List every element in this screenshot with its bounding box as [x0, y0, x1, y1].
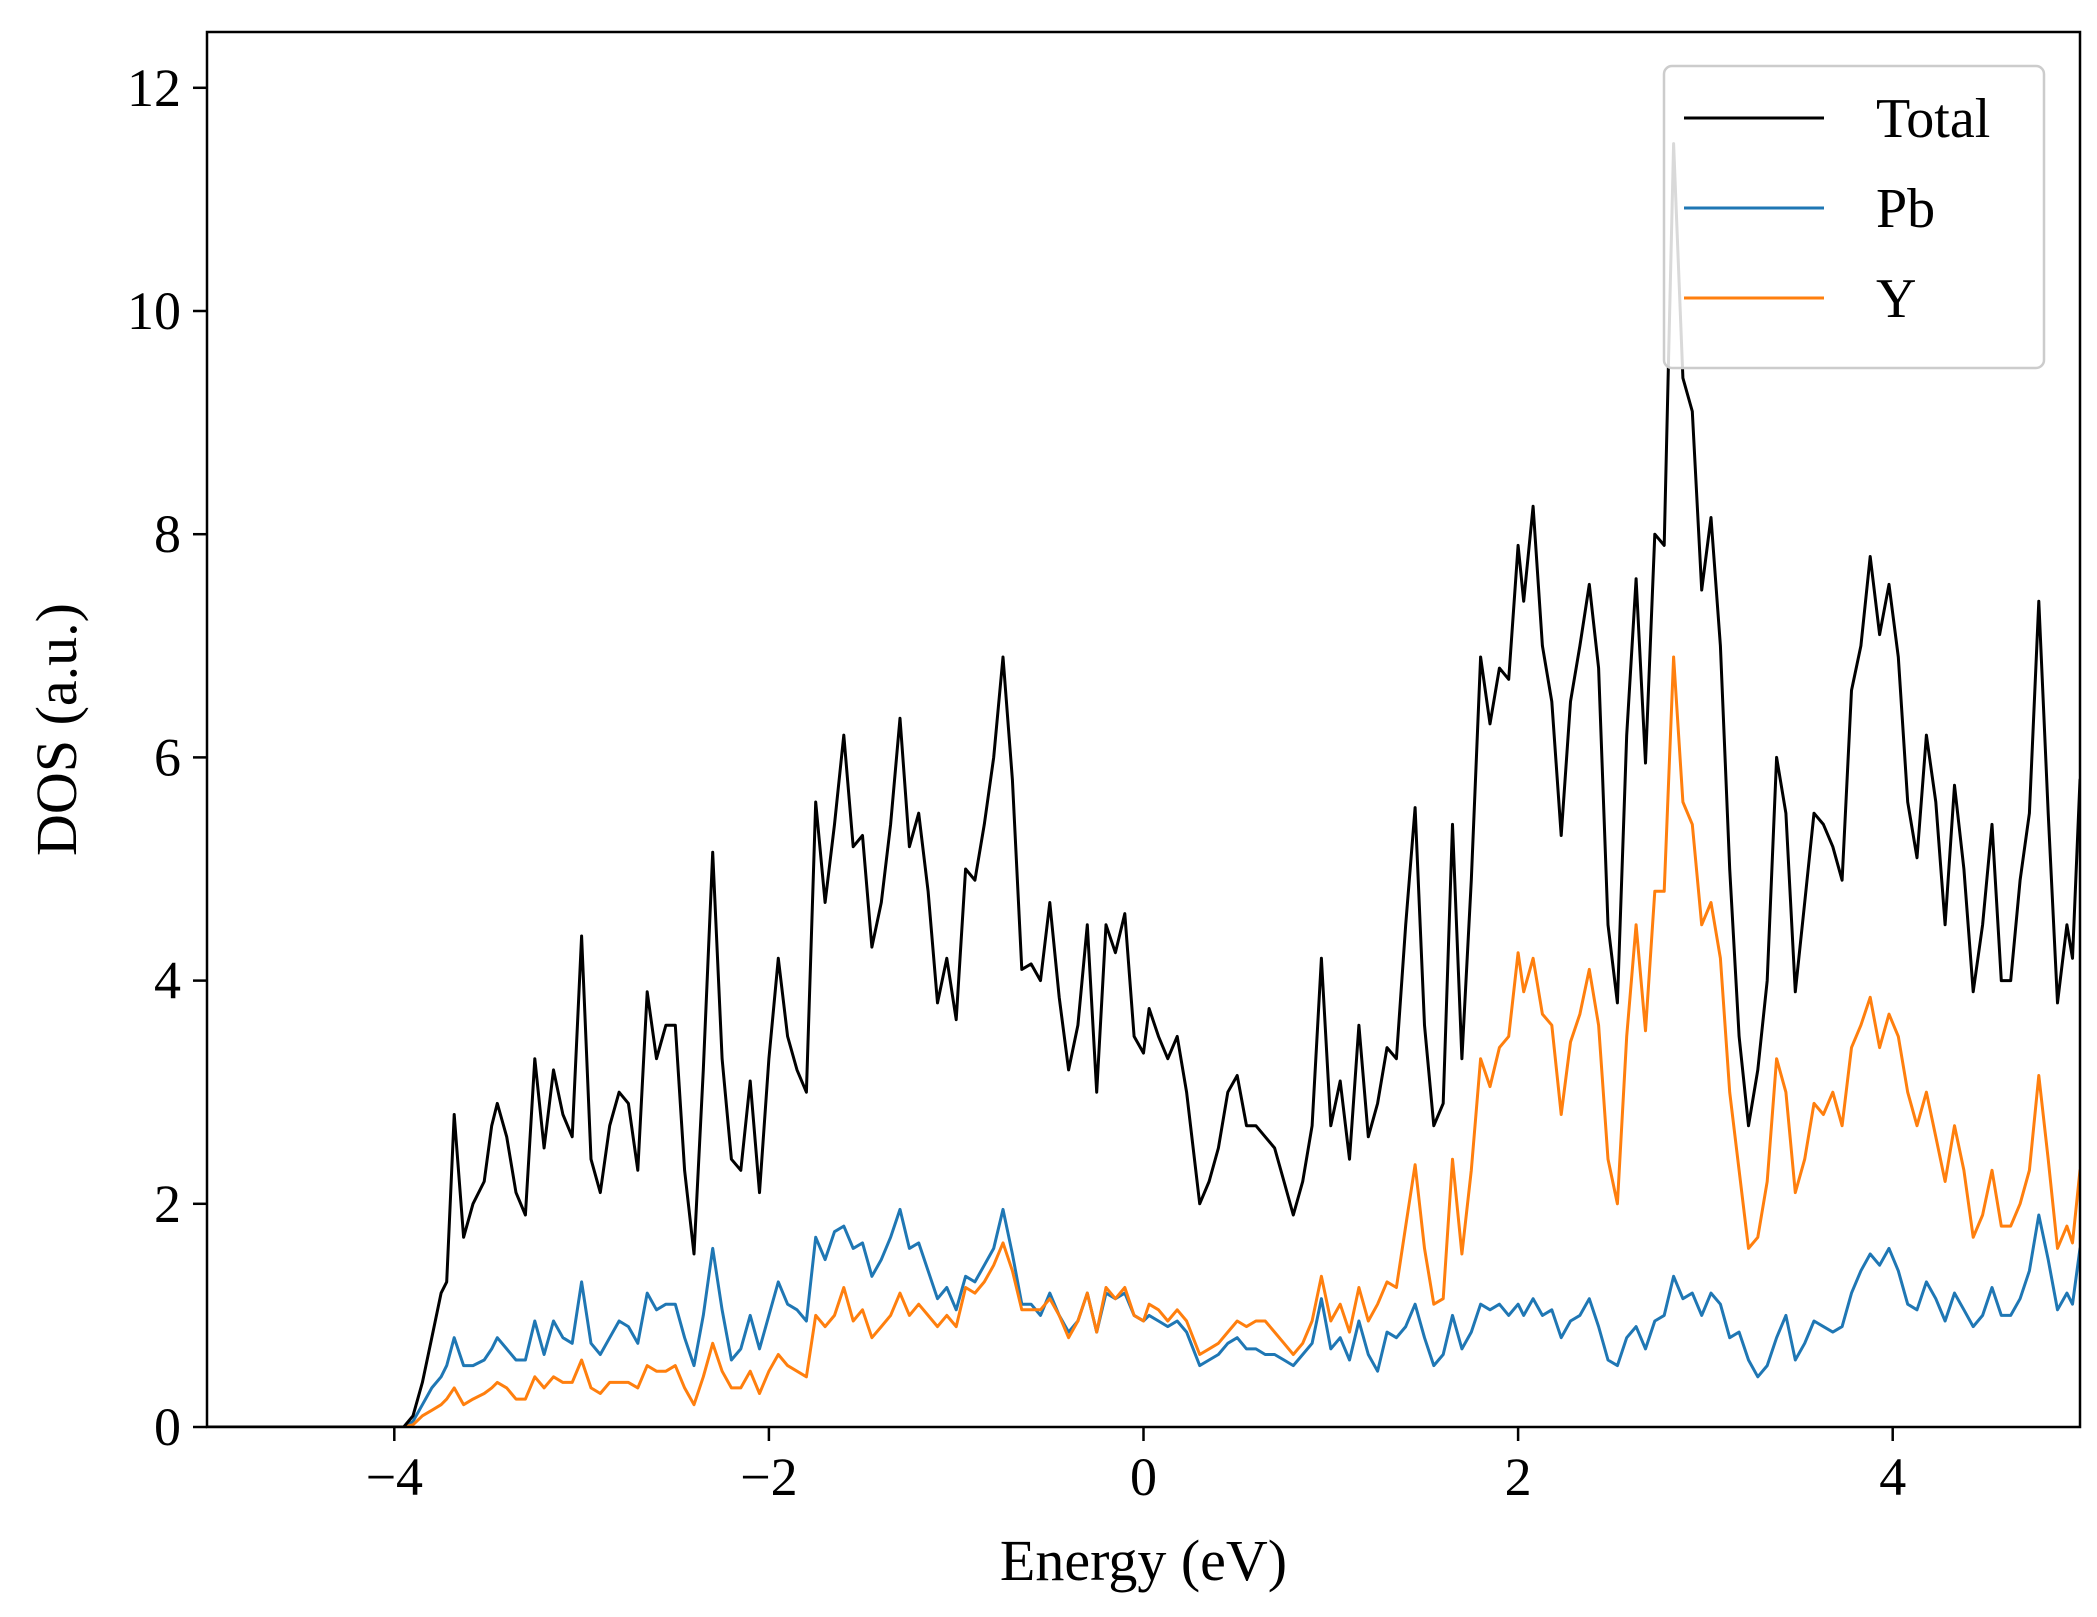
y-tick-label: 4: [154, 951, 181, 1011]
legend-label-total: Total: [1876, 88, 1990, 150]
y-tick-label: 10: [127, 281, 181, 341]
series-layer: [207, 142, 2080, 1427]
legend: Total Pb Y: [1662, 64, 2046, 370]
x-axis: −4 −2 0 2 4: [366, 1427, 1906, 1507]
y-tick-label: 12: [127, 58, 181, 118]
x-tick-label: 4: [1879, 1447, 1906, 1507]
x-axis-label: Energy (eV): [1000, 1528, 1287, 1593]
y-tick-label: 6: [154, 727, 181, 787]
y-axis: 0 2 4 6 8 10 12: [127, 58, 207, 1457]
y-tick-label: 0: [154, 1397, 181, 1457]
y-tick-label: 2: [154, 1174, 181, 1234]
legend-label-pb: Pb: [1876, 178, 1935, 240]
series-line-y: [207, 655, 2080, 1427]
legend-label-y: Y: [1876, 268, 1916, 330]
x-tick-label: −2: [740, 1447, 797, 1507]
x-tick-label: 0: [1130, 1447, 1157, 1507]
series-line-pb: [207, 1207, 2080, 1427]
series-line-total: [207, 142, 2080, 1427]
legend-box: [1662, 64, 2046, 370]
y-tick-label: 8: [154, 504, 181, 564]
x-tick-label: 2: [1505, 1447, 1532, 1507]
x-tick-label: −4: [366, 1447, 423, 1507]
y-axis-label: DOS (a.u.): [24, 603, 89, 856]
